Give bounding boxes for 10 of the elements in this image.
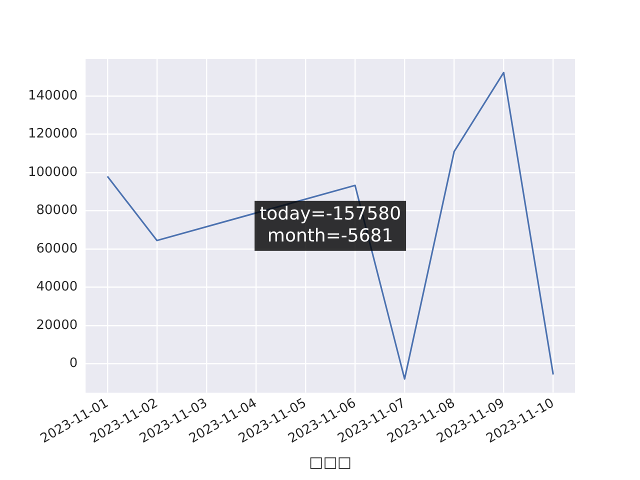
y-tick-label: 20000 (36, 318, 78, 333)
y-tick-label: 80000 (36, 203, 78, 218)
y-tick-label: 40000 (36, 280, 78, 295)
y-tick-label: 100000 (28, 164, 78, 180)
y-tick-label: 120000 (28, 126, 78, 142)
y-tick-label: 60000 (36, 241, 78, 256)
y-tick-label: 140000 (28, 88, 78, 104)
y-tick-label: 0 (69, 356, 78, 372)
annotation: today=-157580 month=-5681 (260, 204, 402, 247)
x-axis-title: □□□ (309, 452, 352, 471)
